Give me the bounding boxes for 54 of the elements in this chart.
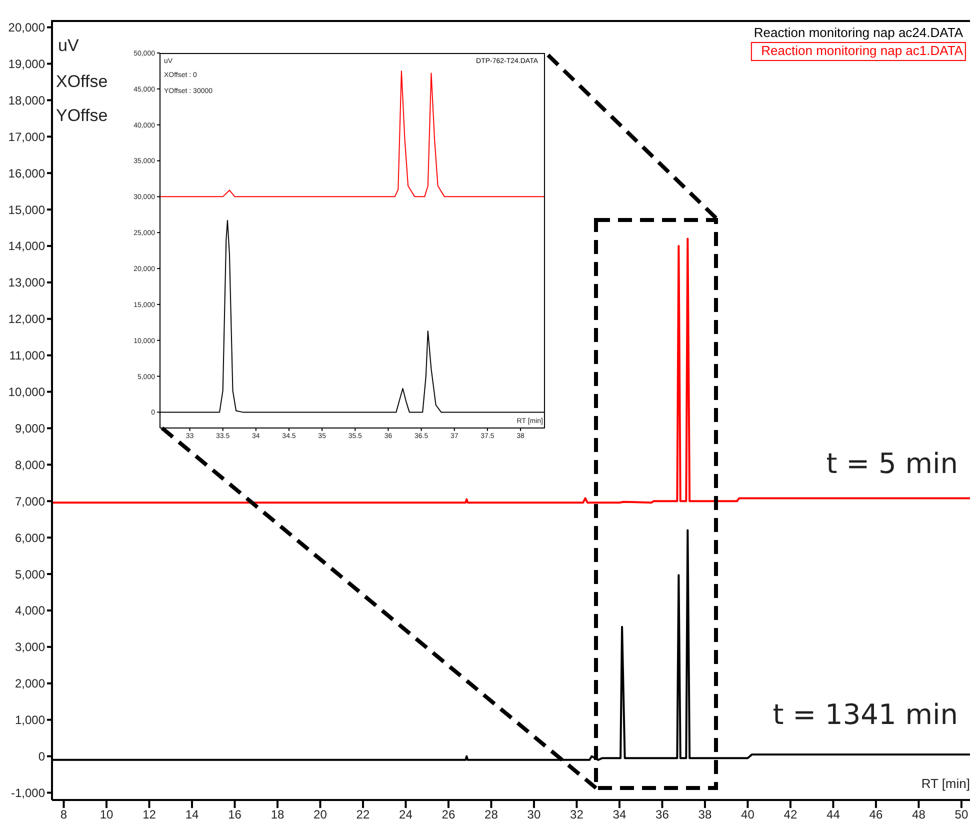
y-tick-label: 10,000 — [8, 385, 46, 400]
y-tick-label: 18,000 — [8, 93, 46, 108]
x-tick-label: 50 — [954, 808, 968, 822]
x-tick-label: 18 — [270, 808, 284, 822]
y-tick-label: 9,000 — [14, 421, 46, 436]
x-tick-label: 48 — [912, 808, 926, 822]
y-tick-label: 15,000 — [8, 202, 46, 217]
x-tick-label: 44 — [826, 808, 840, 822]
line-series — [52, 238, 970, 504]
x-tick-label: 42 — [784, 808, 798, 822]
line-series — [160, 70, 545, 198]
x-tick-label: 40 — [741, 808, 755, 822]
x-tick-label: 16 — [228, 808, 242, 822]
x-tick-label: 20 — [314, 808, 328, 822]
x-tick-label: 24 — [399, 808, 413, 822]
x-tick-label: 22 — [356, 808, 370, 822]
x-tick-label: 46 — [869, 808, 883, 822]
text: Reaction monitoring nap ac24.DATA — [752, 24, 964, 42]
x-tick-label: 8 — [60, 808, 68, 822]
y-tick-label: 13,000 — [8, 276, 46, 290]
y-tick-label: 0 — [38, 750, 46, 764]
annotation: XOffse — [56, 72, 108, 92]
y-tick-label: 6,000 — [14, 530, 46, 545]
annotation: t = 5 min — [826, 447, 958, 480]
y-tick-label: 16,000 — [8, 166, 46, 180]
annotation: YOffse — [56, 106, 108, 126]
y-tick-label: 7,000 — [14, 494, 46, 508]
y-tick-label: 8,000 — [14, 458, 46, 472]
x-axis-title: RT [min] — [921, 776, 970, 791]
x-tick-label: 12 — [142, 808, 156, 822]
y-tick-label: -1,000 — [10, 786, 46, 800]
x-tick-label: 14 — [185, 808, 199, 822]
y-tick-label: 4,000 — [14, 604, 46, 618]
y-tick-label: 5,000 — [14, 567, 46, 582]
x-tick-label: 36 — [656, 808, 670, 822]
y-tick-label: 12,000 — [8, 312, 46, 326]
y-tick-label: 20,000 — [8, 20, 46, 35]
y-tick-label: 11,000 — [9, 348, 46, 363]
annotation: t = 1341 min — [772, 698, 958, 731]
x-tick-label: 32 — [570, 808, 584, 822]
x-tick-label: 26 — [442, 808, 456, 822]
y-tick-label: 1,000 — [14, 713, 46, 728]
y-axis-title: uV — [58, 36, 79, 56]
x-tick-label: 34 — [612, 808, 626, 822]
x-tick-label: 30 — [527, 808, 541, 822]
x-tick-label: 28 — [484, 808, 498, 822]
y-tick-label: 19,000 — [8, 57, 46, 71]
y-tick-label: 14,000 — [8, 239, 46, 254]
x-tick-label: 10 — [100, 808, 114, 822]
y-tick-label: 17,000 — [8, 130, 46, 144]
x-tick-label: 38 — [698, 808, 712, 822]
text: Reaction monitoring nap ac1.DATA — [750, 42, 966, 60]
y-tick-label: 2,000 — [14, 676, 46, 691]
y-tick-label: 3,000 — [14, 640, 46, 654]
